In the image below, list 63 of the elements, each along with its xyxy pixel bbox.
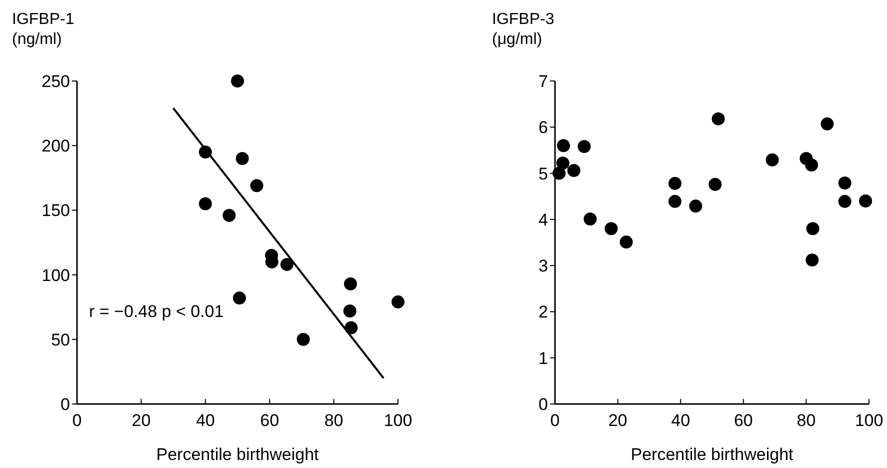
point xyxy=(805,158,818,172)
x-tick-label: 40 xyxy=(196,411,215,430)
y-tick-label: 50 xyxy=(51,330,70,350)
point xyxy=(280,258,294,271)
x-tick-label: 40 xyxy=(671,411,690,430)
point xyxy=(806,254,819,267)
y-tick-label: 3 xyxy=(538,256,548,276)
point xyxy=(296,332,310,346)
y-axis-title: IGFBP-1 (ng/ml) xyxy=(12,11,74,48)
point xyxy=(578,140,591,154)
point xyxy=(232,292,246,305)
point xyxy=(556,139,570,152)
y-tick-label: 0 xyxy=(538,395,548,414)
point xyxy=(198,197,212,210)
annotation: r = −0.48 p < 0.01 xyxy=(89,302,224,321)
x-tick-label: 100 xyxy=(384,411,412,430)
x-tick-label: 100 xyxy=(854,411,884,430)
point xyxy=(668,194,682,208)
point xyxy=(708,178,722,191)
x-axis-title: Percentile birthweight xyxy=(630,445,794,464)
x-tick-label: 60 xyxy=(734,411,753,430)
y-tick-label: 200 xyxy=(42,136,70,156)
x-tick-label: 0 xyxy=(550,411,560,430)
point xyxy=(584,212,597,226)
point xyxy=(552,166,566,180)
x-tick-label: 20 xyxy=(608,411,628,430)
point xyxy=(806,222,820,236)
point xyxy=(766,153,779,166)
y-tick-label: 2 xyxy=(538,302,548,322)
point xyxy=(712,112,725,126)
point xyxy=(556,156,570,170)
point xyxy=(689,200,702,213)
point xyxy=(604,222,618,236)
point xyxy=(343,304,356,318)
x-tick-label: 80 xyxy=(796,411,816,430)
point xyxy=(236,152,249,166)
y-tick-label: 0 xyxy=(60,395,70,414)
point xyxy=(392,295,404,308)
point xyxy=(859,194,872,208)
point xyxy=(250,179,264,192)
point xyxy=(838,176,852,190)
point xyxy=(820,117,834,130)
y-tick-label: 100 xyxy=(42,266,70,285)
x-tick-label: 80 xyxy=(324,411,344,430)
point xyxy=(668,176,682,190)
x-tick-label: 60 xyxy=(260,411,280,430)
y-tick-label: 1 xyxy=(538,348,548,368)
x-tick-label: 20 xyxy=(132,411,151,430)
y-tick-label: 5 xyxy=(538,164,548,184)
x-axis-title: Percentile birthweight xyxy=(156,445,320,464)
point xyxy=(344,277,357,290)
y-tick-label: 250 xyxy=(42,72,70,91)
point xyxy=(567,164,580,178)
y-tick-label: 4 xyxy=(538,210,548,230)
x-tick-label: 0 xyxy=(72,411,82,430)
y-axis-title: IGFBP-3 (μg/ml) xyxy=(492,11,554,48)
y-tick-label: 150 xyxy=(42,201,70,220)
y-tick-label: 7 xyxy=(538,72,548,91)
point xyxy=(222,208,236,222)
point xyxy=(838,194,852,208)
y-tick-label: 6 xyxy=(538,118,548,138)
point xyxy=(231,74,244,88)
point xyxy=(620,236,633,249)
